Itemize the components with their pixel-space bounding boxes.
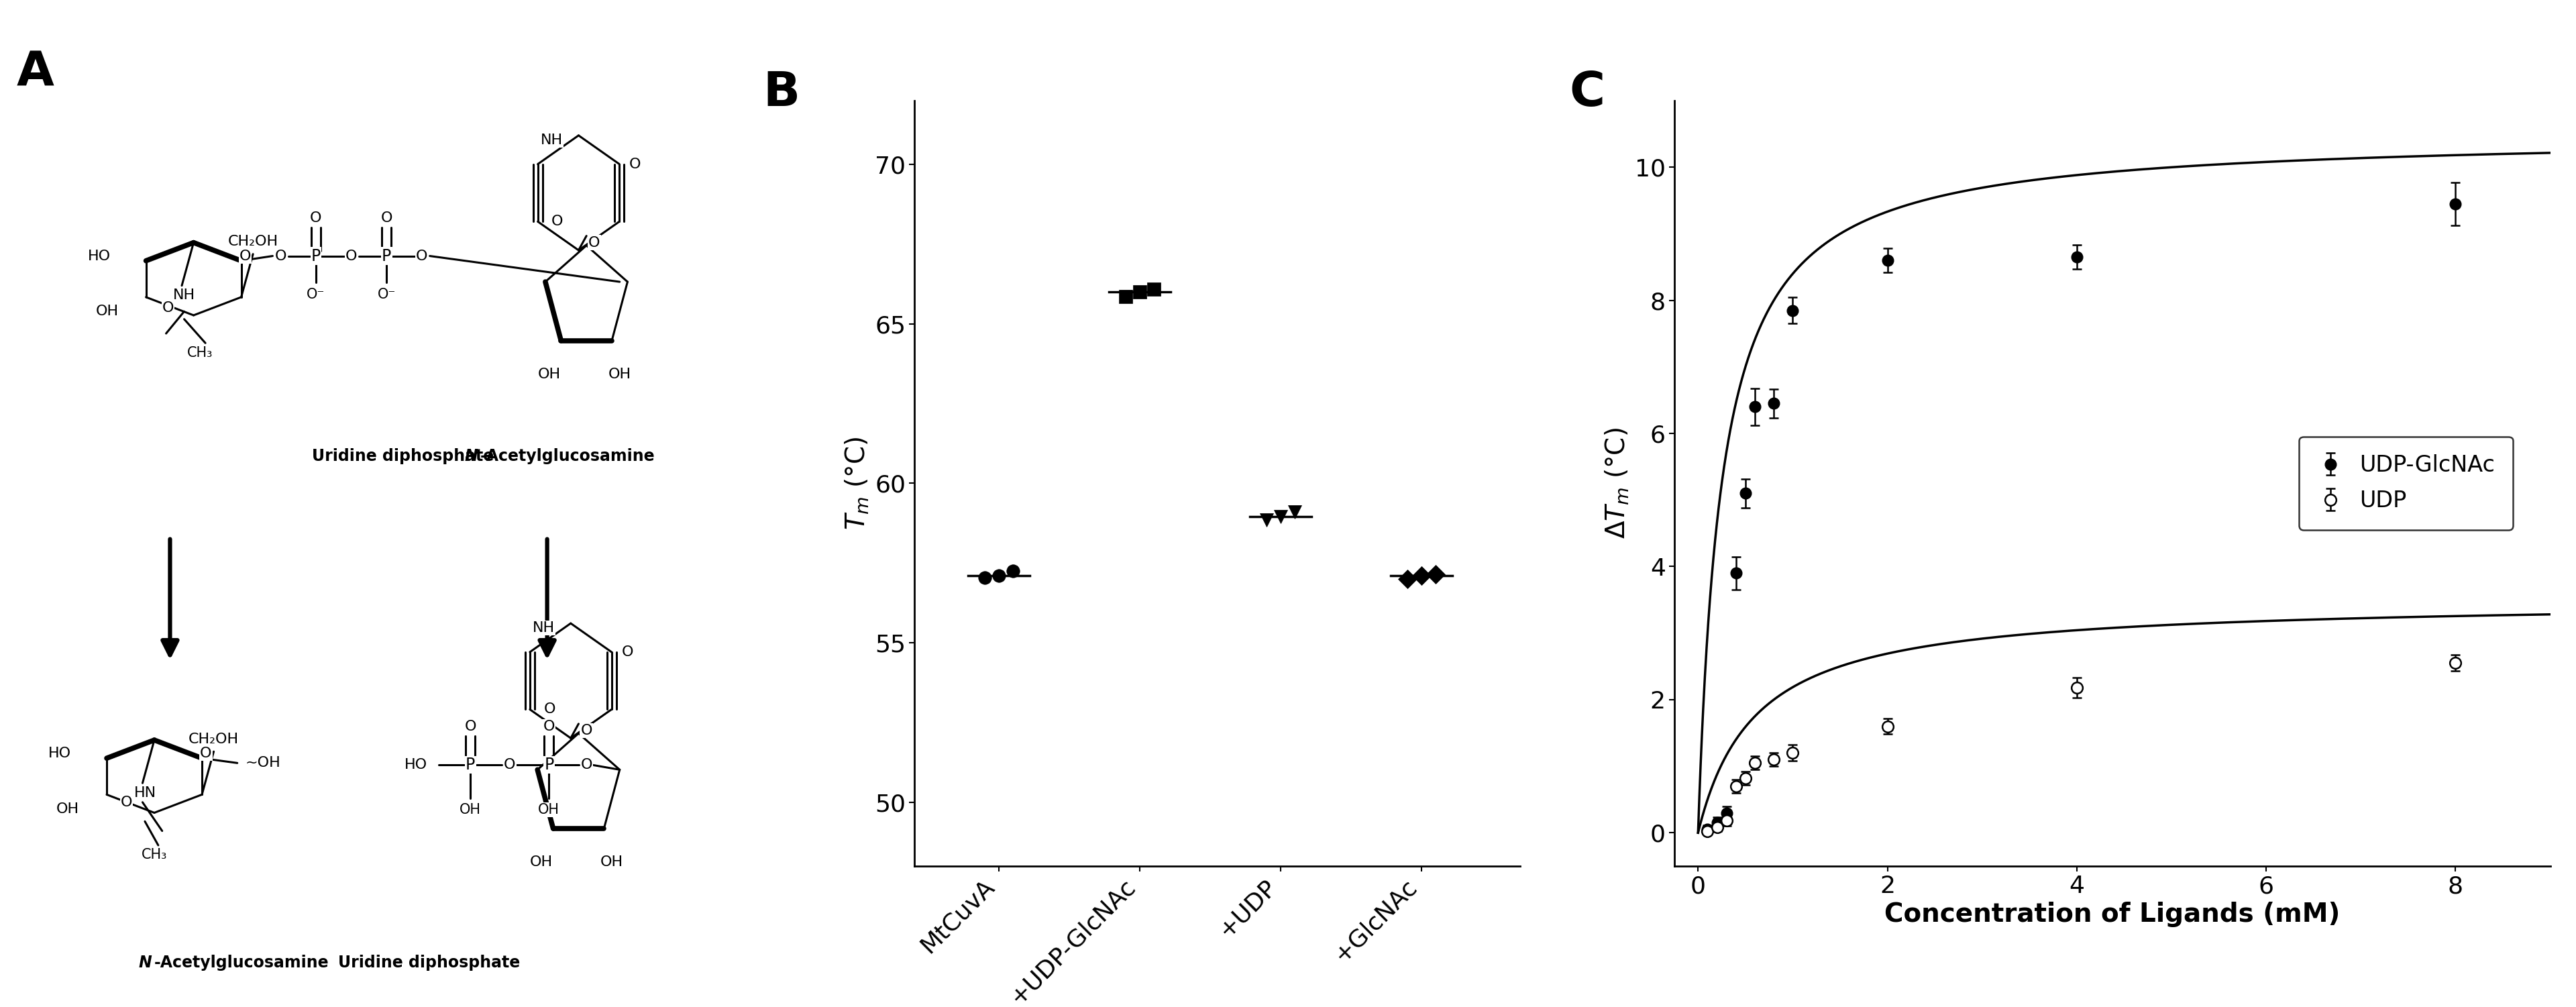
Text: CH₃: CH₃ bbox=[188, 345, 214, 359]
Text: O: O bbox=[240, 250, 250, 263]
Text: O: O bbox=[587, 236, 600, 250]
Text: O: O bbox=[381, 211, 392, 225]
Text: HO: HO bbox=[404, 758, 428, 771]
Text: P: P bbox=[466, 757, 474, 773]
Text: OH: OH bbox=[531, 855, 554, 869]
Text: B: B bbox=[762, 70, 801, 117]
Text: NH: NH bbox=[541, 134, 564, 147]
Y-axis label: $\Delta T_m$ (°C): $\Delta T_m$ (°C) bbox=[1605, 428, 1631, 539]
Text: O: O bbox=[544, 703, 556, 716]
Text: OH: OH bbox=[95, 305, 118, 318]
Text: O: O bbox=[551, 214, 564, 229]
Text: P: P bbox=[312, 248, 319, 264]
Text: CH₂OH: CH₂OH bbox=[227, 235, 278, 249]
Text: N: N bbox=[139, 955, 152, 971]
Text: O: O bbox=[162, 301, 175, 314]
Text: O: O bbox=[276, 250, 286, 263]
Text: O: O bbox=[580, 724, 592, 737]
Text: O: O bbox=[580, 758, 592, 771]
Text: O: O bbox=[345, 250, 358, 263]
Text: O: O bbox=[464, 720, 477, 733]
Legend: UDP-GlcNAc, UDP: UDP-GlcNAc, UDP bbox=[2300, 437, 2512, 530]
Text: NH: NH bbox=[533, 621, 554, 634]
Text: O: O bbox=[121, 796, 131, 809]
Text: NH: NH bbox=[173, 288, 196, 302]
Text: OH: OH bbox=[459, 804, 482, 817]
Text: Uridine diphosphate: Uridine diphosphate bbox=[337, 955, 520, 971]
Text: OH: OH bbox=[600, 855, 623, 869]
Text: -Acetylglucosamine: -Acetylglucosamine bbox=[155, 955, 330, 971]
Text: HO: HO bbox=[88, 250, 111, 263]
Y-axis label: $T_m$ (°C): $T_m$ (°C) bbox=[845, 437, 871, 530]
Text: C: C bbox=[1569, 70, 1605, 117]
Text: Uridine diphosphate: Uridine diphosphate bbox=[312, 448, 500, 464]
Text: CH₂OH: CH₂OH bbox=[188, 732, 240, 746]
Text: O: O bbox=[629, 157, 641, 171]
Text: OH: OH bbox=[538, 368, 562, 381]
Text: O: O bbox=[417, 250, 428, 263]
Text: ~OH: ~OH bbox=[245, 756, 281, 769]
Text: O: O bbox=[544, 720, 554, 733]
Text: OH: OH bbox=[57, 803, 80, 816]
Text: A: A bbox=[18, 49, 54, 96]
Text: O: O bbox=[505, 758, 515, 771]
Text: P: P bbox=[544, 757, 554, 773]
Text: O⁻: O⁻ bbox=[379, 288, 397, 301]
Text: O: O bbox=[621, 645, 634, 659]
Text: HN: HN bbox=[134, 785, 157, 800]
Text: OH: OH bbox=[538, 804, 559, 817]
Text: O⁻: O⁻ bbox=[307, 288, 325, 301]
Text: CH₃: CH₃ bbox=[142, 848, 167, 862]
Text: HO: HO bbox=[49, 747, 72, 760]
Text: N: N bbox=[464, 448, 479, 464]
X-axis label: Concentration of Ligands (mM): Concentration of Ligands (mM) bbox=[1886, 901, 2339, 926]
Text: O: O bbox=[201, 747, 211, 760]
Text: OH: OH bbox=[608, 368, 631, 381]
Text: O: O bbox=[309, 211, 322, 225]
Text: -Acetylglucosamine: -Acetylglucosamine bbox=[479, 448, 654, 464]
Text: P: P bbox=[381, 248, 392, 264]
